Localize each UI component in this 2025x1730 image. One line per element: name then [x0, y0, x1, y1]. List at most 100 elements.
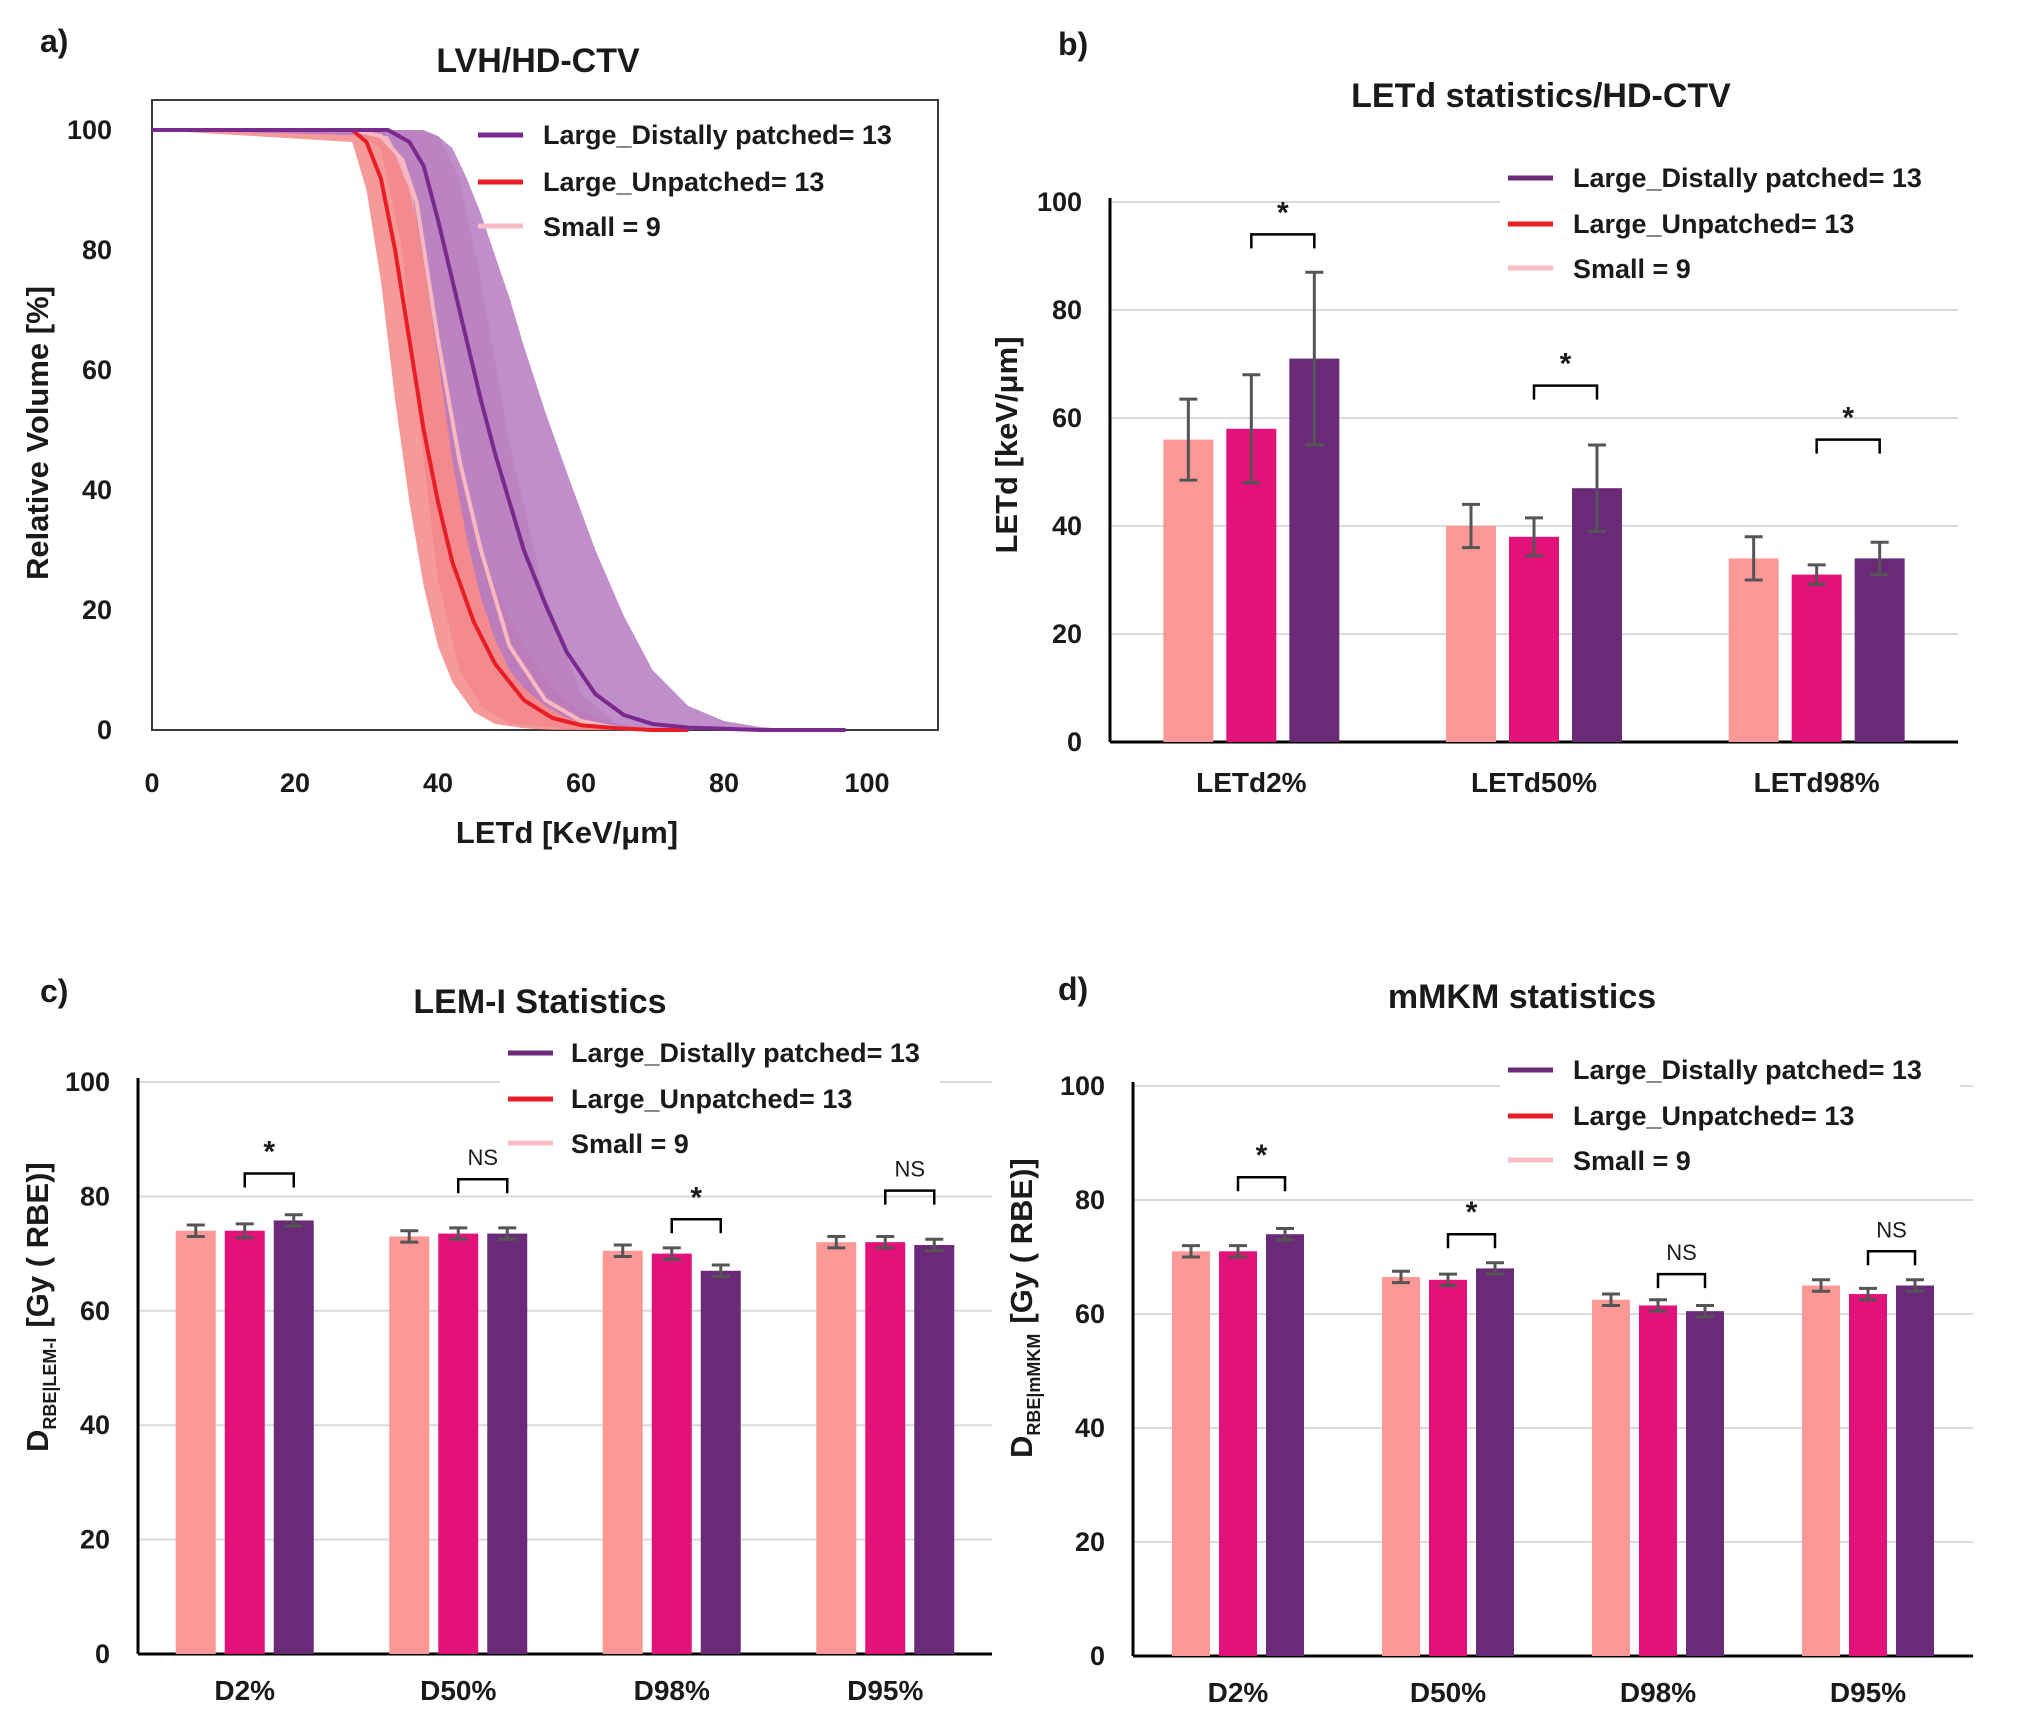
y-label-main: DRBE|mMKM[Gy ( RBE)]: [1004, 1158, 1044, 1458]
panel-a-legend: Large_Distally patched= 13 Large_Unpatch…: [478, 120, 892, 242]
y-tick-label: 80: [1075, 1185, 1105, 1215]
bar: [175, 1230, 216, 1654]
category-label: D95%: [847, 1675, 923, 1706]
y-tick-label: 100: [65, 1067, 110, 1097]
y-tick-label: 60: [82, 355, 112, 385]
panel-b-y-axis-label: LETd [keV/μm]: [989, 336, 1024, 553]
bar: [700, 1270, 741, 1654]
significance-bracket: [457, 1177, 509, 1194]
y-tick-label: 0: [1090, 1641, 1105, 1671]
y-tick-label: 0: [97, 715, 112, 745]
significance-bracket: [670, 1218, 722, 1234]
bar: [1791, 574, 1842, 742]
category-label: D2%: [214, 1675, 275, 1706]
x-tick-label: 40: [423, 768, 453, 798]
significance-label: NS: [1876, 1217, 1907, 1242]
significance-label: *: [1277, 196, 1289, 229]
category-label: D50%: [1410, 1677, 1486, 1708]
category-label: LETd50%: [1471, 767, 1597, 798]
bar: [602, 1250, 643, 1654]
panel-a-lvh-chart: a) LVH/HD-CTV 0 20 40 60 80 100 0 20 40 60 80 100 L…: [20, 23, 939, 850]
bar: [865, 1242, 906, 1654]
significance-bracket: [1866, 1250, 1917, 1266]
x-tick-label: 20: [280, 768, 310, 798]
bar: [1854, 558, 1905, 742]
bar: [1592, 1299, 1630, 1656]
y-tick-label: 40: [82, 475, 112, 505]
significance-label: *: [1256, 1139, 1268, 1172]
series-line: [152, 128, 689, 732]
bar: [1382, 1276, 1420, 1656]
bar: [389, 1236, 430, 1654]
bar: [1172, 1251, 1210, 1656]
panel-d-plot-area: 0 20 40 60 80 100 D2% D50% D98% D95% * * NS NS: [1060, 1071, 1973, 1708]
legend-label-patched: Large_Distally patched= 13: [543, 120, 892, 150]
category-label: D2%: [1208, 1677, 1269, 1708]
panel-d-title: mMKM statistics: [1388, 978, 1656, 1016]
legend-label-small: Small = 9: [571, 1129, 689, 1159]
significance-label: NS: [894, 1157, 925, 1182]
bar: [1686, 1311, 1724, 1656]
bar: [1429, 1279, 1467, 1656]
y-tick-label: 0: [1067, 727, 1082, 757]
legend-label-patched: Large_Distally patched= 13: [1573, 163, 1922, 193]
panel-d-legend: Large_Distally patched= 13 Large_Unpatch…: [1500, 1045, 1960, 1176]
bar: [487, 1233, 528, 1654]
significance-label: NS: [467, 1145, 498, 1170]
panel-c-legend: Large_Distally patched= 13 Large_Unpatch…: [500, 1028, 940, 1159]
significance-bracket: [1446, 1232, 1497, 1249]
y-tick-label: 20: [82, 595, 112, 625]
bar: [1266, 1234, 1304, 1656]
panel-b-title: LETd statistics/HD-CTV: [1351, 77, 1731, 115]
legend-label-small: Small = 9: [543, 212, 661, 242]
significance-label: *: [690, 1181, 702, 1214]
x-tick-label: 0: [144, 768, 159, 798]
y-tick-label: 40: [1052, 511, 1082, 541]
bar: [438, 1233, 479, 1654]
significance-label: *: [1842, 402, 1854, 435]
y-tick-label: 60: [1075, 1299, 1105, 1329]
panel-b-letd-chart: b) LETd statistics/HD-CTV 0 20 40 60 80 100 LE…: [989, 26, 1965, 798]
bar: [914, 1245, 955, 1654]
category-label: D98%: [634, 1675, 710, 1706]
y-tick-label: 100: [67, 115, 112, 145]
panel-d-label: d): [1058, 971, 1088, 1007]
y-tick-label: 60: [80, 1296, 110, 1326]
series-line: [152, 128, 846, 732]
significance-bracket: [884, 1189, 936, 1205]
panel-c-lem-chart: c) LEM-I Statistics 0 20 40 60 80 100 D2% D50% D…: [20, 973, 992, 1706]
category-label: LETd98%: [1754, 767, 1880, 798]
y-tick-label: 80: [1052, 295, 1082, 325]
bar: [1446, 526, 1496, 742]
confidence-band: [152, 130, 689, 730]
bar: [1896, 1285, 1934, 1656]
category-label: D98%: [1620, 1677, 1696, 1708]
y-tick-label: 40: [80, 1410, 110, 1440]
legend-label-small: Small = 9: [1573, 254, 1691, 284]
bar: [224, 1230, 265, 1654]
category-label: LETd2%: [1196, 767, 1307, 798]
legend-label-patched: Large_Distally patched= 13: [571, 1038, 920, 1068]
bar: [1219, 1251, 1257, 1656]
significance-bracket: [243, 1172, 295, 1188]
panel-c-label: c): [40, 973, 68, 1009]
bar: [1802, 1285, 1840, 1656]
panel-a-label: a): [40, 23, 68, 59]
category-label: D95%: [1830, 1677, 1906, 1708]
y-label-main: DRBE|LEM-I[Gy ( RBE)]: [20, 1162, 60, 1452]
bar: [1476, 1268, 1514, 1656]
y-tick-label: 100: [1037, 187, 1082, 217]
panel-a-y-axis-label: Relative Volume [%]: [20, 286, 55, 580]
significance-bracket: [1815, 438, 1881, 454]
bar: [651, 1253, 692, 1654]
bar: [1849, 1294, 1887, 1656]
panel-a-title: LVH/HD-CTV: [436, 42, 640, 80]
legend-bg: [1500, 1045, 1960, 1175]
y-tick-label: 0: [95, 1639, 110, 1669]
y-tick-label: 60: [1052, 403, 1082, 433]
significance-bracket: [1250, 233, 1316, 249]
x-tick-label: 60: [566, 768, 596, 798]
panel-a-plot-area: 0 20 40 60 80 100 0 20 40 60 80 100: [67, 99, 939, 798]
panel-b-label: b): [1058, 26, 1088, 62]
category-label: D50%: [420, 1675, 496, 1706]
